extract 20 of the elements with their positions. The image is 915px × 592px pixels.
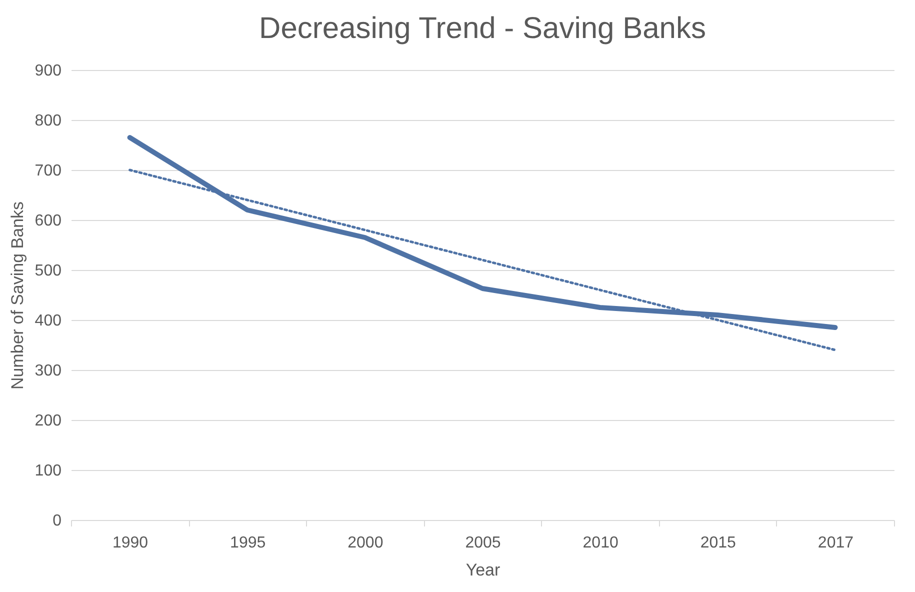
x-tick-label: 2015 (700, 534, 736, 552)
y-tick-label: 400 (34, 312, 62, 330)
y-tick-label: 500 (34, 262, 62, 280)
y-tick-label: 700 (34, 162, 62, 180)
y-tick-label: 0 (52, 512, 62, 530)
chart-title: Decreasing Trend - Saving Banks (259, 12, 706, 45)
x-tick-label: 1990 (112, 534, 148, 552)
x-tick-label: 1995 (230, 534, 266, 552)
y-tick-label: 900 (34, 62, 62, 80)
x-tick-label: 2017 (818, 534, 854, 552)
x-tick-label: 2010 (582, 534, 618, 552)
x-tick-label: 2000 (348, 534, 384, 552)
y-tick-label: 300 (34, 362, 62, 380)
x-tick-label: 2005 (465, 534, 501, 552)
y-tick-label: 800 (34, 112, 62, 130)
y-tick-label: 100 (34, 462, 62, 480)
y-tick-label: 600 (34, 212, 62, 230)
y-tick-label: 200 (34, 412, 62, 430)
y-axis-title: Number of Saving Banks (8, 201, 27, 390)
x-axis-title: Year (466, 560, 501, 580)
